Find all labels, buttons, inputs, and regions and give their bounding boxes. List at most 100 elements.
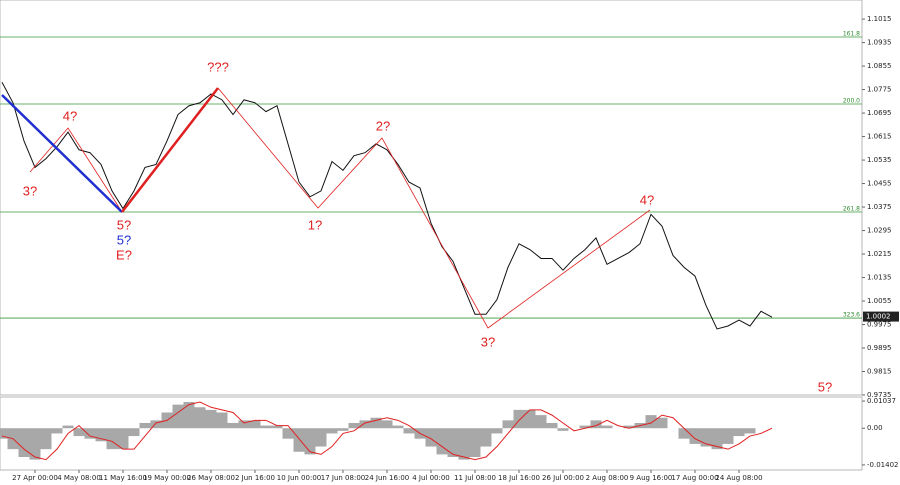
wave-line	[121, 87, 219, 213]
y-tick-label: 1.0135	[867, 274, 892, 282]
wave-label: 3?	[481, 334, 495, 349]
histogram-bar	[271, 425, 283, 429]
x-tick-label: 18 Jul 16:00	[498, 474, 540, 482]
fib-label: 323.6	[843, 312, 860, 319]
y-tick-label: 1.0055	[867, 297, 892, 305]
x-tick-label: 24 Jun 16:00	[365, 474, 409, 482]
histogram-bar	[293, 428, 305, 452]
histogram-bar	[700, 428, 712, 447]
fib-label: 200.0	[843, 97, 860, 104]
histogram-bar	[260, 425, 272, 429]
wave-label: 4?	[63, 108, 77, 123]
histogram-bar	[84, 428, 96, 439]
histogram-bar	[0, 428, 8, 439]
histogram-bar	[128, 428, 140, 437]
histogram-bar	[381, 420, 393, 429]
histogram-bar	[480, 428, 492, 447]
histogram-bar	[238, 420, 250, 429]
y-tick-label: 1.0855	[867, 62, 892, 70]
wave-label: ???	[207, 59, 229, 74]
wave-label: 5?	[818, 379, 832, 394]
y-tick-label: 0.9815	[867, 368, 892, 376]
x-tick-label: 9 Aug 16:00	[630, 474, 673, 482]
wave-label: E?	[116, 247, 132, 262]
histogram-bar	[139, 422, 151, 429]
y-tick-label: 1.0535	[867, 156, 892, 164]
y-tick-label: 1.0775	[867, 86, 892, 94]
histogram-bar	[183, 402, 195, 429]
x-tick-label: 26 Jul 00:00	[542, 474, 584, 482]
wave-label: 5?	[117, 232, 131, 247]
histogram-bar	[337, 428, 349, 431]
histogram-bar	[359, 420, 371, 429]
x-tick-label: 19 May 00:00	[143, 474, 191, 482]
histogram-bar	[304, 428, 316, 455]
histogram-bar	[601, 425, 613, 429]
histogram-bar	[502, 420, 514, 429]
y-tick-label: 0.9975	[867, 321, 892, 329]
x-tick-label: 11 Jul 08:00	[454, 474, 496, 482]
wave-label: 1?	[308, 217, 322, 232]
histogram-bar	[513, 409, 525, 429]
y-tick-label: 1.0615	[867, 133, 892, 141]
x-tick-label: 4 May 08:00	[57, 474, 101, 482]
y-tick-label: 1.0695	[867, 109, 892, 117]
wave-line	[1, 94, 123, 213]
y-tick-label: 0.01037	[867, 397, 896, 405]
y-tick-label: 1.0455	[867, 180, 892, 188]
x-tick-label: 17 Jun 08:00	[321, 474, 365, 482]
fib-label: 161.8	[843, 31, 860, 38]
wave-label: 4?	[640, 192, 654, 207]
histogram-bar	[205, 409, 217, 429]
histogram-bar	[733, 428, 745, 437]
histogram-bar	[106, 428, 118, 450]
last-price-box	[863, 311, 899, 322]
y-tick-label: -0.01402	[867, 461, 898, 469]
histogram-bar	[95, 428, 107, 442]
y-tick-label: 1.0295	[867, 227, 892, 235]
histogram-bar	[62, 425, 74, 429]
histogram-bar	[282, 428, 294, 439]
wave-label: 3?	[23, 183, 37, 198]
histogram-bar	[491, 428, 503, 434]
histogram-bar	[326, 428, 338, 434]
wave-line	[29, 127, 123, 213]
histogram-bar	[546, 422, 558, 429]
histogram-bar	[744, 428, 756, 434]
histogram-bar	[315, 428, 327, 447]
histogram-bar	[73, 428, 85, 437]
histogram-bar	[557, 428, 569, 431]
x-tick-label: 2 Aug 08:00	[586, 474, 629, 482]
histogram-bar	[436, 428, 448, 455]
x-tick-label: 2 Jun 16:00	[235, 474, 275, 482]
price-line	[1, 81, 773, 330]
histogram-bar	[150, 420, 162, 429]
y-tick-label: 0.9895	[867, 344, 892, 352]
x-tick-label: 4 Jul 00:00	[412, 474, 450, 482]
wave-label: 5?	[117, 217, 131, 232]
histogram-bar	[172, 404, 184, 429]
histogram-bar	[469, 428, 481, 458]
y-tick-label: 1.0215	[867, 250, 892, 258]
histogram-bar	[689, 428, 701, 444]
y-tick-label: 0.00	[867, 424, 883, 432]
last-price-label: 1.0002	[866, 313, 891, 321]
x-tick-label: 11 May 16:00	[99, 474, 147, 482]
y-tick-label: 1.1015	[867, 15, 892, 23]
histogram-bar	[29, 428, 41, 460]
histogram-bar	[216, 412, 228, 429]
histogram-bar	[227, 422, 239, 429]
wave-line	[217, 87, 651, 329]
x-tick-label: 26 May 08:00	[187, 474, 235, 482]
histogram-bar	[249, 420, 261, 429]
histogram-bar	[194, 407, 206, 429]
histogram-bar	[645, 415, 657, 429]
wave-label: 2?	[376, 118, 390, 133]
histogram-bar	[722, 428, 734, 444]
x-tick-label: 17 Aug 00:00	[671, 474, 718, 482]
histogram-bar	[348, 422, 360, 429]
histogram-bar	[18, 428, 30, 458]
histogram-bar	[623, 425, 635, 429]
